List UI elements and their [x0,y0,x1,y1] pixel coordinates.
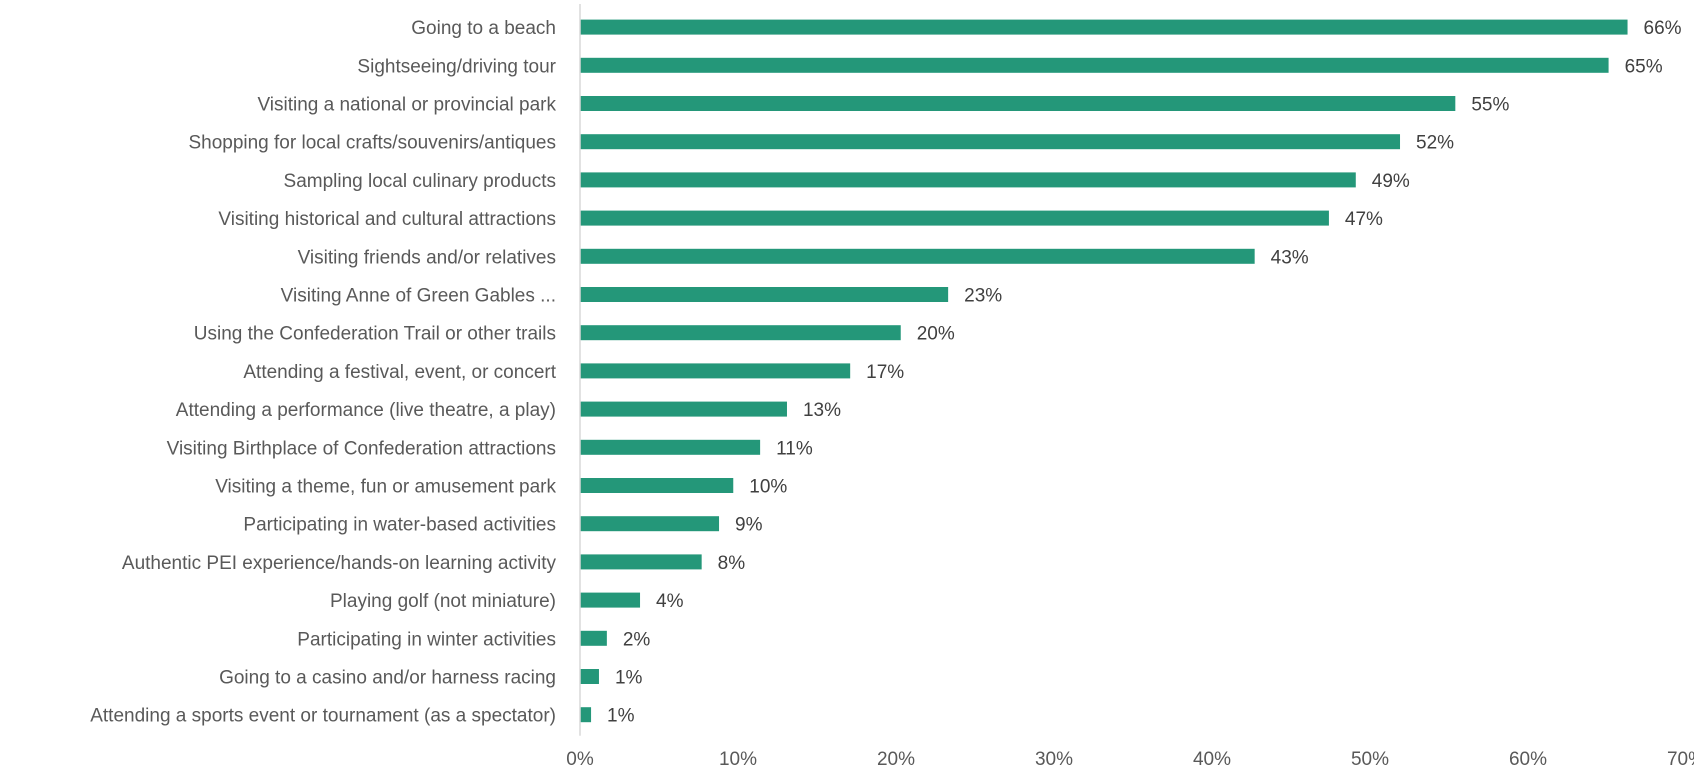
x-tick-label: 0% [566,749,594,768]
bar [580,478,734,493]
bar-value-label: 8% [718,553,746,574]
bar [580,134,1401,150]
category-label: Going to a casino and/or harness racing [219,668,556,689]
x-tick-label: 30% [1035,749,1073,768]
category-label: Sightseeing/driving tour [357,56,556,77]
x-axis-tick-labels: 0% 10% 20% 30% 40% 50% 60% 70% [566,749,1694,768]
category-label: Attending a sports event or tournament (… [90,706,556,727]
category-label: Using the Confederation Trail or other t… [194,324,556,345]
bar-value-label: 10% [749,477,787,498]
category-label: Visiting friends and/or relatives [298,247,556,268]
bar [580,287,949,302]
bar-value-label: 4% [656,591,684,612]
bar [580,669,599,684]
bar-value-label: 65% [1625,56,1663,77]
bar-value-label: 66% [1644,18,1682,39]
category-label: Participating in water-based activities [243,515,556,536]
bar [580,172,1356,188]
bar [580,592,641,608]
bar-value-label: 55% [1471,95,1509,116]
bar-value-label: 1% [607,706,635,727]
category-label: Visiting Anne of Green Gables ... [281,286,556,307]
category-labels-group: Going to a beach Sightseeing/driving tour… [90,18,556,727]
bar-value-label: 49% [1372,171,1410,192]
category-label: Authentic PEI experience/hands-on learni… [122,553,557,574]
category-label: Attending a performance (live theatre, a… [176,400,556,421]
bar [580,325,901,341]
bar-value-label: 52% [1416,133,1454,154]
bar [580,19,1628,35]
bar-value-label: 47% [1345,209,1383,230]
bar-value-label: 23% [964,286,1002,307]
bar-value-label: 2% [623,629,651,650]
bar [580,516,720,532]
x-tick-label: 70% [1667,749,1694,768]
bar [580,210,1329,226]
bar-value-label: 20% [917,324,955,345]
bar [580,57,1609,73]
bar [580,248,1255,264]
x-tick-label: 40% [1193,749,1231,768]
category-label: Visiting a theme, fun or amusement park [215,477,556,498]
bar [580,707,592,723]
bar [580,554,702,570]
x-tick-label: 60% [1509,749,1547,768]
bar-value-label: 9% [735,515,763,536]
bars-group [580,19,1628,723]
bar [580,363,851,379]
bar-value-label: 13% [803,400,841,421]
bar [580,96,1456,111]
category-label: Shopping for local crafts/souvenirs/anti… [188,133,556,154]
bar [580,630,607,646]
category-label: Visiting historical and cultural attract… [218,209,556,230]
bar-value-label: 43% [1271,247,1309,268]
bar-value-label: 17% [866,362,904,383]
x-tick-label: 50% [1351,749,1389,768]
x-tick-label: 20% [877,749,915,768]
category-label: Visiting a national or provincial park [257,95,556,116]
bar-value-label: 11% [776,438,813,459]
category-label: Participating in winter activities [297,629,556,650]
category-label: Playing golf (not miniature) [330,591,556,612]
bar-value-label: 1% [615,668,643,689]
category-label: Going to a beach [411,18,556,39]
value-labels-group: 66% 65% 55% 52% 49% 47% 43% 23% 20% 17% 13% 11% 10% 9… [607,18,1682,727]
x-tick-label: 10% [719,749,757,768]
bar [580,439,761,455]
category-label: Attending a festival, event, or concert [243,362,556,383]
category-label: Sampling local culinary products [284,171,556,192]
category-label: Visiting Birthplace of Confederation att… [167,438,556,459]
bar [580,401,787,417]
